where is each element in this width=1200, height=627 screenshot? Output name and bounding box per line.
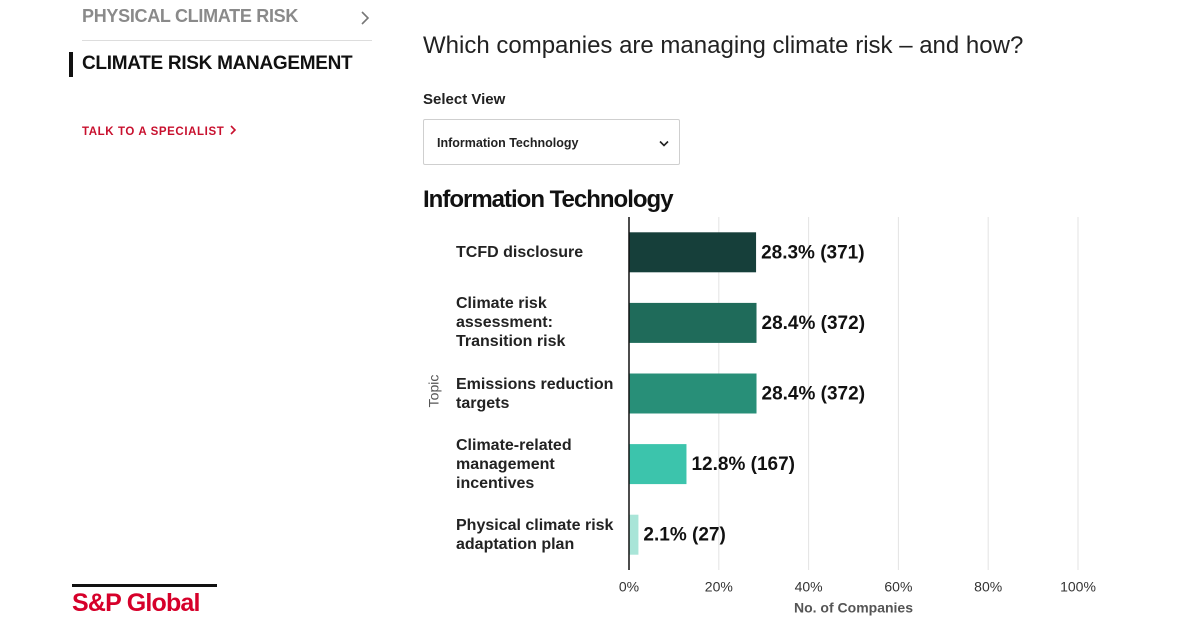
nav-separator xyxy=(82,40,372,41)
view-select[interactable]: Information Technology xyxy=(423,119,680,165)
x-tick-label: 60% xyxy=(884,579,912,595)
chart-title: Information Technology xyxy=(423,186,674,213)
x-tick-label: 40% xyxy=(795,579,823,595)
select-label: Select View xyxy=(423,91,506,108)
x-tick-label: 80% xyxy=(974,579,1002,595)
x-tick-label: 100% xyxy=(1060,579,1096,595)
active-indicator xyxy=(69,52,73,77)
cta-text: TALK TO A SPECIALIST xyxy=(82,126,225,138)
chart-svg: 0% 20% 40% 60% 80% 100% No. of Companies Topic 2… xyxy=(426,217,1096,616)
value-label: 2.1% (27) xyxy=(643,525,725,546)
chevron-icon xyxy=(230,125,237,135)
category-label: Emissions reduction targets xyxy=(456,375,614,412)
chevron-icon xyxy=(361,11,370,25)
value-label: 28.4% (372) xyxy=(762,384,866,405)
bar xyxy=(629,302,757,343)
x-tick-label: 0% xyxy=(619,579,639,595)
select-value: Information Technology xyxy=(437,136,579,150)
logo[interactable]: S&P Global xyxy=(72,589,200,617)
cta-link[interactable]: TALK TO A SPECIALIST xyxy=(82,125,239,138)
value-label: 28.4% (372) xyxy=(762,313,866,334)
category-label: TCFD disclosure xyxy=(456,243,584,261)
value-label: 12.8% (167) xyxy=(691,454,795,475)
category-label: Climate-related management incentives xyxy=(456,436,572,492)
value-label: 28.3% (371) xyxy=(761,242,865,263)
bar xyxy=(629,373,757,414)
question-heading: Which companies are managing climate ris… xyxy=(423,32,1024,59)
bar xyxy=(629,514,639,555)
nav-item[interactable]: PHYSICAL CLIMATE RISK xyxy=(82,6,299,26)
category-label: Physical climate risk adaptation plan xyxy=(456,516,614,553)
x-tick-label: 20% xyxy=(705,579,733,595)
x-axis-label: No. of Companies xyxy=(794,600,913,616)
chart: 0% 20% 40% 60% 80% 100% No. of Companies Topic 2… xyxy=(420,215,1100,627)
category-label: Climate risk assessment: Transition risk xyxy=(456,295,566,351)
nav-item[interactable]: CLIMATE RISK MANAGEMENT xyxy=(82,53,353,74)
bar xyxy=(629,444,687,485)
y-axis-label: Topic xyxy=(426,375,442,408)
dropdown-icon xyxy=(659,140,669,147)
bar xyxy=(629,232,757,273)
logo-rule xyxy=(72,584,217,587)
